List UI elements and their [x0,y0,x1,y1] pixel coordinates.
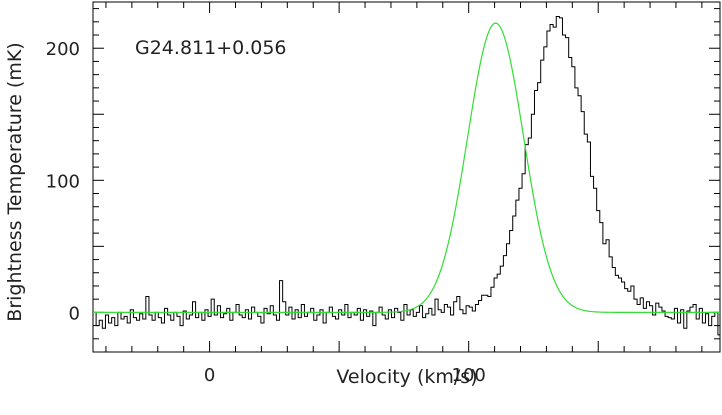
y-tick-label: 0 [69,303,80,324]
plot-frame [92,1,721,353]
y-tick-label: 100 [46,171,80,192]
x-tick-label: 0 [204,365,215,386]
x-tick-label: 100 [452,365,486,386]
plot-area [92,1,721,353]
spectrum-histogram [93,16,720,336]
source-annotation: G24.811+0.056 [135,37,287,59]
tick-labels: 0 100 0 100 200 [46,39,486,386]
y-axis-title: Brightness Temperature (mK) [4,42,26,321]
x-axis-title: Velocity (km/s) [336,366,477,388]
gaussian-fit-line [93,22,720,313]
y-tick-label: 200 [46,39,80,60]
axis-ticks [93,2,720,353]
series-layer [93,16,720,336]
